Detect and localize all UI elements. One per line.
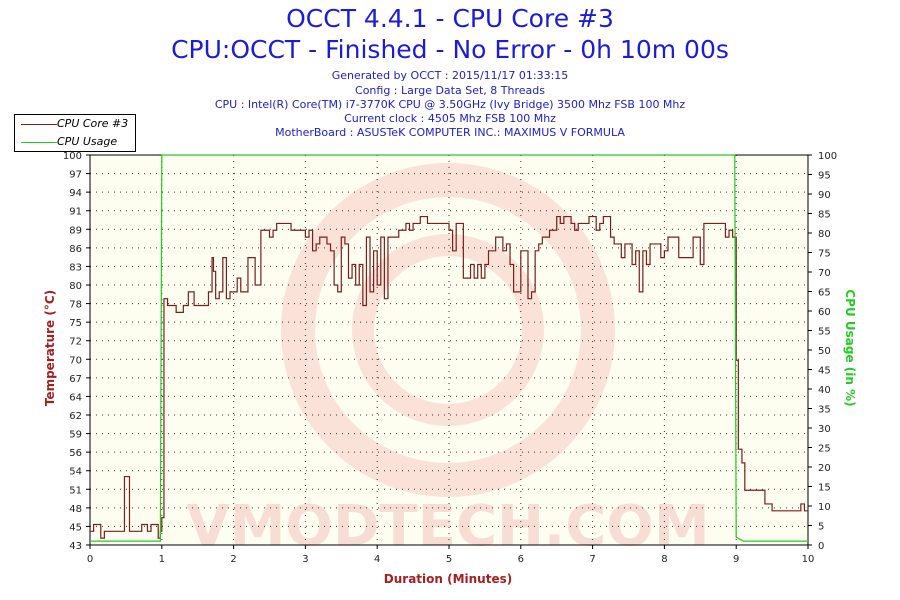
y-left-tick-label: 43 <box>69 541 82 552</box>
chart-title: OCCT 4.4.1 - CPU Core #3 <box>286 4 614 33</box>
y-right-tick-label: 0 <box>818 541 824 552</box>
y-left-tick-label: 83 <box>69 262 82 273</box>
motherboard-text: MotherBoard : ASUSTeK COMPUTER INC.: MAX… <box>275 126 625 139</box>
legend-swatch-cpu-usage <box>21 142 57 143</box>
y-left-tick-label: 91 <box>69 207 82 218</box>
y-right-tick-label: 50 <box>818 346 831 357</box>
watermark-text: VMODTECH.COM <box>186 494 709 559</box>
y-right-tick-label: 10 <box>818 502 831 513</box>
y-left-tick-label: 48 <box>69 504 82 515</box>
y-right-tick-label: 70 <box>818 268 831 279</box>
x-tick-label: 8 <box>661 554 667 565</box>
y-right-tick-label: 55 <box>818 327 831 338</box>
y-left-tick-label: 64 <box>69 392 82 403</box>
y-left-tick-label: 72 <box>69 337 82 348</box>
y-right-tick-label: 45 <box>818 366 831 377</box>
y-right-tick-label: 25 <box>818 444 831 455</box>
legend-swatch-cpu-core <box>21 124 57 125</box>
y-right-tick-label: 15 <box>818 483 831 494</box>
legend-label-cpu-usage: CPU Usage <box>57 135 118 148</box>
config-text: Config : Large Data Set, 8 Threads <box>355 84 545 97</box>
x-tick-label: 4 <box>374 554 380 565</box>
x-tick-label: 5 <box>446 554 452 565</box>
y-left-tick-label: 70 <box>69 355 82 366</box>
x-tick-label: 2 <box>230 554 236 565</box>
legend-item-cpu-core: CPU Core #3 <box>15 116 135 132</box>
x-tick-label: 3 <box>302 554 308 565</box>
y-left-tick-label: 89 <box>69 225 82 236</box>
x-tick-label: 6 <box>518 554 524 565</box>
current-clock-text: Current clock : 4505 Mhz FSB 100 Mhz <box>344 112 556 125</box>
y-right-tick-label: 85 <box>818 210 831 221</box>
y-left-tick-label: 94 <box>69 188 82 199</box>
x-axis-label: Duration (Minutes) <box>384 572 512 586</box>
y-left-tick-label: 59 <box>69 430 82 441</box>
y-right-tick-label: 5 <box>818 522 824 533</box>
series-line-cpu-core <box>90 215 808 539</box>
series-lines <box>90 154 808 542</box>
generated-by-text: Generated by OCCT : 2015/11/17 01:33:15 <box>331 69 569 82</box>
x-tick-label: 7 <box>589 554 595 565</box>
y-axis-left-label: Temperature (°C) <box>43 290 57 406</box>
y-right-tick-label: 60 <box>818 307 831 318</box>
y-right-tick-label: 35 <box>818 405 831 416</box>
y-left-tick-label: 97 <box>69 170 82 181</box>
legend-label-cpu-core: CPU Core #3 <box>57 117 129 130</box>
y-left-tick-label: 86 <box>69 244 82 255</box>
y-right-tick-label: 20 <box>818 463 831 474</box>
x-tick-label: 0 <box>87 554 93 565</box>
y-left-tick-label: 78 <box>69 300 82 311</box>
tick-labels: 0 1 2 3 4 5 6 7 8 9 104345485154565962646770727578… <box>63 151 837 565</box>
y-right-tick-label: 90 <box>818 190 831 201</box>
y-left-tick-label: 54 <box>69 467 82 478</box>
cpu-text: CPU : Intel(R) Core(TM) i7-3770K CPU @ 3… <box>214 98 686 111</box>
series-line-cpu-usage <box>90 154 808 542</box>
y-axis-right-label: CPU Usage (in %) <box>843 289 857 406</box>
chart-subtitle: CPU:OCCT - Finished - No Error - 0h 10m … <box>171 35 729 64</box>
y-left-tick-label: 45 <box>69 522 82 533</box>
y-left-tick-label: 100 <box>63 151 82 162</box>
y-right-tick-label: 65 <box>818 288 831 299</box>
x-tick-label: 1 <box>159 554 165 565</box>
x-tick-label: 10 <box>802 554 815 565</box>
y-left-tick-label: 67 <box>69 374 82 385</box>
legend-item-cpu-usage: CPU Usage <box>15 134 135 150</box>
y-right-tick-label: 80 <box>818 229 831 240</box>
x-tick-label: 9 <box>733 554 739 565</box>
y-left-tick-label: 51 <box>69 485 82 496</box>
legend: CPU Core #3 CPU Usage <box>14 114 136 152</box>
watermark: VMODTECH.COM <box>186 163 710 559</box>
y-right-tick-label: 40 <box>818 385 831 396</box>
y-left-tick-label: 56 <box>69 448 82 459</box>
y-left-tick-label: 75 <box>69 318 82 329</box>
y-right-tick-label: 30 <box>818 424 831 435</box>
y-right-tick-label: 100 <box>818 151 837 162</box>
y-right-tick-label: 75 <box>818 249 831 260</box>
y-left-tick-label: 80 <box>69 281 82 292</box>
y-left-tick-label: 62 <box>69 411 82 422</box>
y-right-tick-label: 95 <box>818 171 831 182</box>
